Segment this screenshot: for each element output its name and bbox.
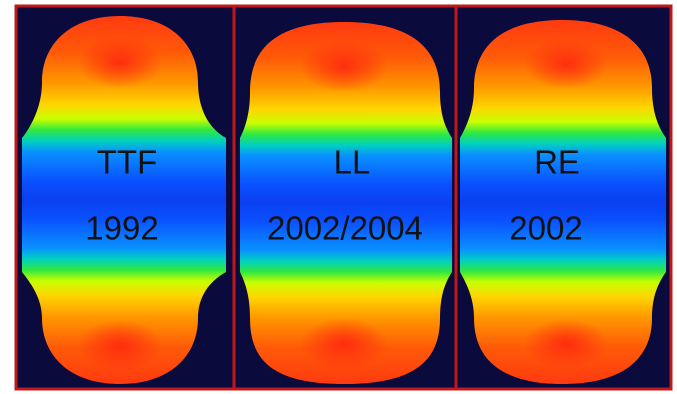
outer-frame (14, 4, 673, 391)
panel-re: RE 2002 (460, 20, 666, 384)
panel-year-ttf: 1992 (85, 210, 158, 247)
re-cavity-shape (460, 20, 666, 384)
panel-name-ll: LL (334, 144, 371, 181)
panel-year-re: 2002 (509, 210, 582, 247)
ll-hot-top (300, 40, 388, 92)
panel-name-re: RE (534, 144, 580, 181)
re-hot-top (524, 39, 608, 89)
panel-name-ttf: TTF (97, 144, 157, 181)
ttf-hot-bottom (78, 320, 162, 372)
panel-year-ll: 2002/2004 (267, 210, 423, 247)
ttf-cavity-shape (22, 16, 226, 384)
ttf-hot-top (78, 36, 162, 88)
ll-hot-bottom (300, 318, 388, 370)
panel-ttf: TTF 1992 (22, 16, 226, 384)
re-hot-bottom (524, 319, 608, 369)
ll-cavity-shape (240, 22, 452, 384)
panel-ll: LL 2002/2004 (240, 22, 452, 384)
